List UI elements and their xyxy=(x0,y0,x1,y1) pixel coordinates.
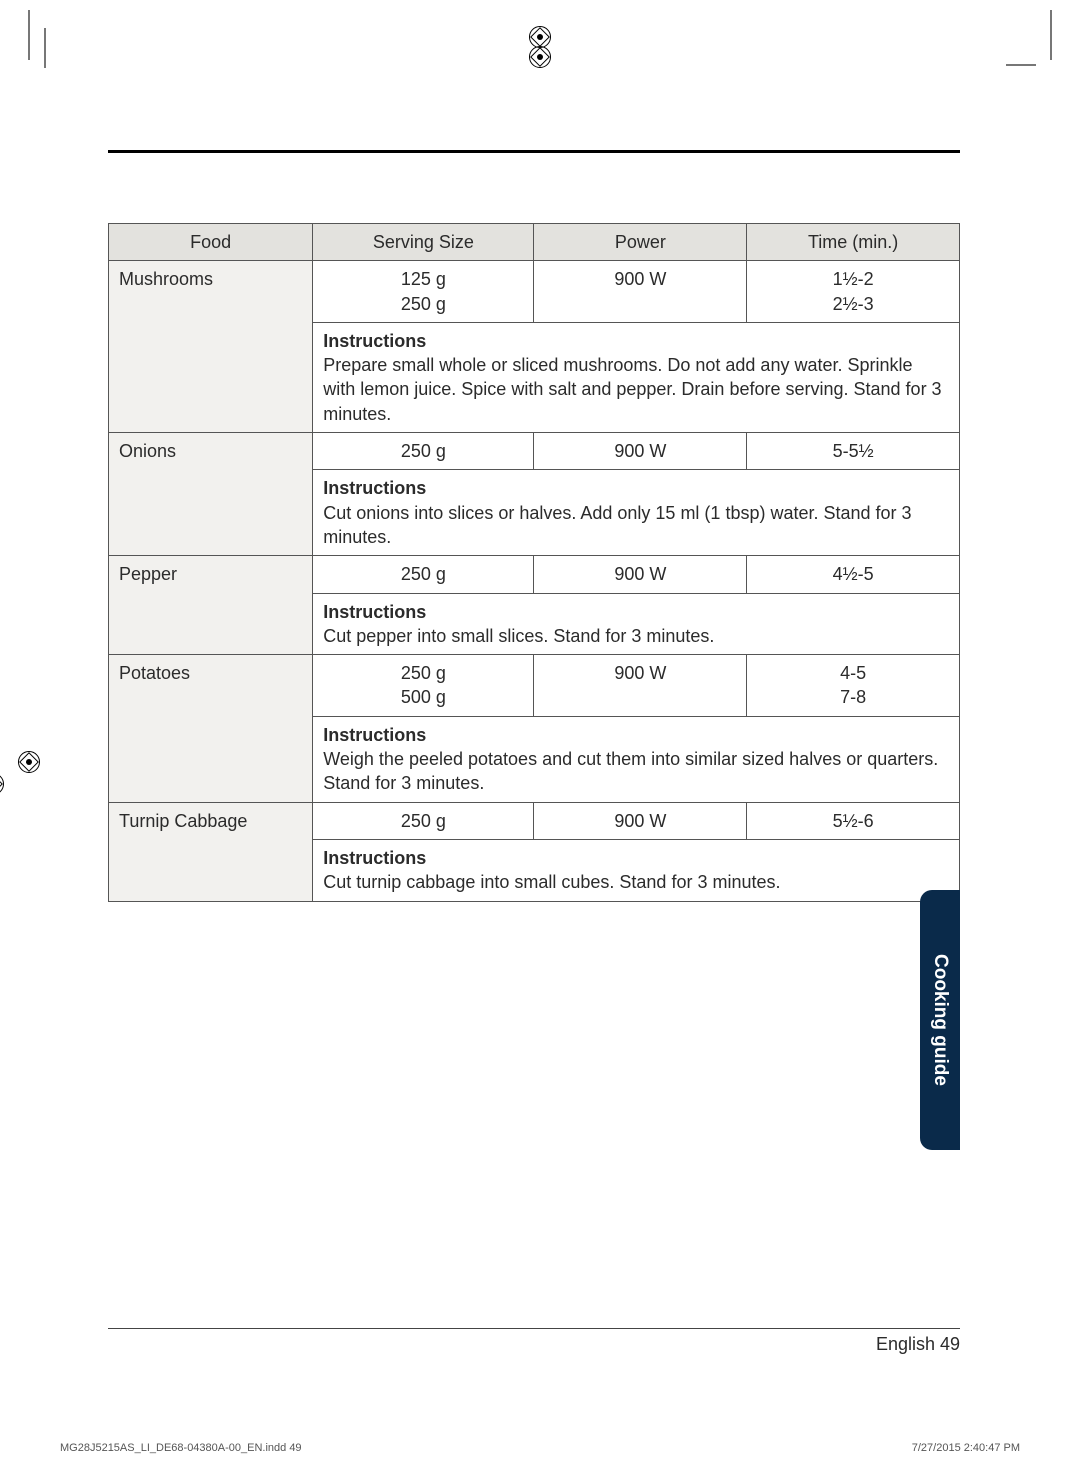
registration-mark-right xyxy=(0,773,4,795)
table-row: Onions 250 g 900 W 5-5½ xyxy=(109,433,960,470)
table-row: Turnip Cabbage 250 g 900 W 5½-6 xyxy=(109,802,960,839)
top-rule xyxy=(108,150,960,153)
instructions-label: Instructions xyxy=(323,331,426,351)
cell-food: Potatoes xyxy=(109,655,313,802)
cell-food: Mushrooms xyxy=(109,261,313,433)
cell-time: 1½-2 2½-3 xyxy=(747,261,960,323)
cell-serving: 250 g xyxy=(313,433,534,470)
instructions-label: Instructions xyxy=(323,478,426,498)
table-header-row: Food Serving Size Power Time (min.) xyxy=(109,224,960,261)
cell-food: Pepper xyxy=(109,556,313,655)
print-meta-right: 7/27/2015 2:40:47 PM xyxy=(912,1442,1020,1454)
th-food: Food xyxy=(109,224,313,261)
page-content: Food Serving Size Power Time (min.) Mush… xyxy=(108,150,960,902)
th-time: Time (min.) xyxy=(747,224,960,261)
table-row: Mushrooms 125 g 250 g 900 W 1½-2 2½-3 xyxy=(109,261,960,323)
instructions-text: Prepare small whole or sliced mushrooms.… xyxy=(323,355,941,424)
cell-time: 4-5 7-8 xyxy=(747,655,960,717)
cell-instructions: Instructions Weigh the peeled potatoes a… xyxy=(313,716,960,802)
cell-time: 4½-5 xyxy=(747,556,960,593)
cell-serving: 250 g 500 g xyxy=(313,655,534,717)
cell-power: 900 W xyxy=(534,655,747,717)
instructions-text: Weigh the peeled potatoes and cut them i… xyxy=(323,749,938,793)
print-meta-left: MG28J5215AS_LI_DE68-04380A-00_EN.indd 49 xyxy=(60,1442,302,1454)
section-tab: Cooking guide xyxy=(920,890,960,1150)
cell-serving: 125 g 250 g xyxy=(313,261,534,323)
registration-mark-bottom xyxy=(529,46,551,68)
instructions-label: Instructions xyxy=(323,725,426,745)
table-row: Potatoes 250 g 500 g 900 W 4-5 7-8 xyxy=(109,655,960,717)
cell-instructions: Instructions Prepare small whole or slic… xyxy=(313,322,960,432)
cell-food: Turnip Cabbage xyxy=(109,802,313,901)
crop-mark-tl xyxy=(28,10,68,60)
instructions-text: Cut turnip cabbage into small cubes. Sta… xyxy=(323,872,780,892)
instructions-label: Instructions xyxy=(323,848,426,868)
instructions-label: Instructions xyxy=(323,602,426,622)
cell-instructions: Instructions Cut onions into slices or h… xyxy=(313,470,960,556)
registration-mark-top xyxy=(529,26,551,48)
table-row: Pepper 250 g 900 W 4½-5 xyxy=(109,556,960,593)
th-power: Power xyxy=(534,224,747,261)
footer-rule xyxy=(108,1328,960,1329)
cell-power: 900 W xyxy=(534,556,747,593)
cell-food: Onions xyxy=(109,433,313,556)
instructions-text: Cut onions into slices or halves. Add on… xyxy=(323,503,911,547)
cell-serving: 250 g xyxy=(313,556,534,593)
cell-instructions: Instructions Cut pepper into small slice… xyxy=(313,593,960,655)
section-tab-label: Cooking guide xyxy=(929,954,951,1086)
cooking-table: Food Serving Size Power Time (min.) Mush… xyxy=(108,223,960,902)
cell-time: 5½-6 xyxy=(747,802,960,839)
cell-instructions: Instructions Cut turnip cabbage into sma… xyxy=(313,839,960,901)
cell-power: 900 W xyxy=(534,802,747,839)
crop-mark-tr xyxy=(1012,10,1052,60)
cell-power: 900 W xyxy=(534,433,747,470)
cell-power: 900 W xyxy=(534,261,747,323)
footer-page: English 49 xyxy=(876,1334,960,1355)
cell-serving: 250 g xyxy=(313,802,534,839)
th-serving: Serving Size xyxy=(313,224,534,261)
registration-mark-left xyxy=(18,751,40,773)
instructions-text: Cut pepper into small slices. Stand for … xyxy=(323,626,714,646)
cell-time: 5-5½ xyxy=(747,433,960,470)
